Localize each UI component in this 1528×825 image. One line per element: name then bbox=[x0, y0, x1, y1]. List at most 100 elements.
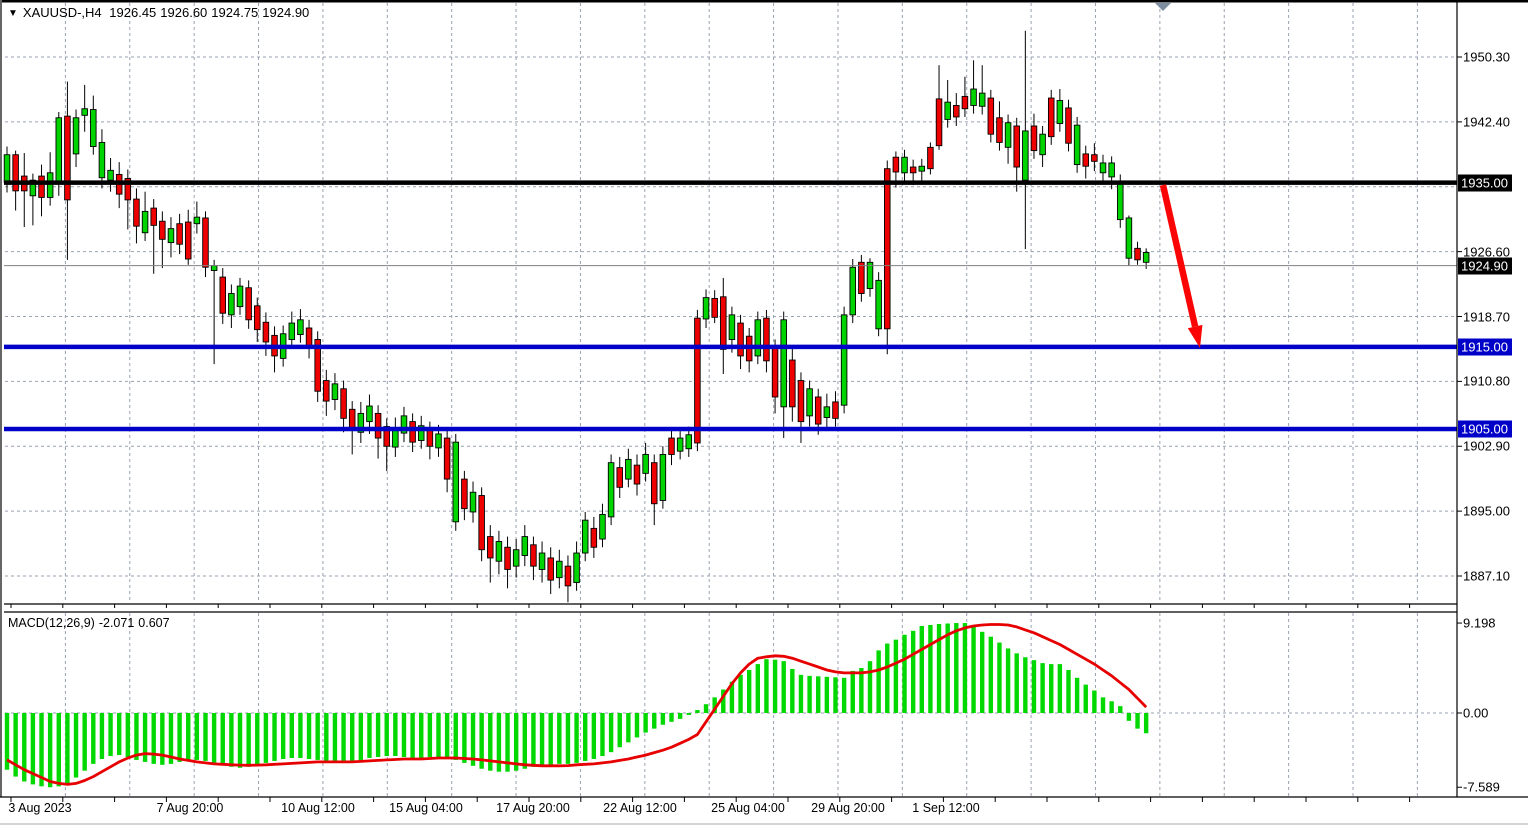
macd-bar bbox=[332, 713, 338, 763]
candle bbox=[728, 314, 736, 340]
macd-panel-area[interactable] bbox=[0, 612, 1457, 797]
candle bbox=[556, 560, 563, 579]
candle bbox=[909, 166, 917, 174]
candle bbox=[970, 88, 977, 106]
macd-bar bbox=[807, 675, 812, 713]
macd-bar bbox=[1005, 648, 1011, 713]
macd-bar bbox=[220, 713, 225, 765]
macd-bar bbox=[160, 713, 165, 765]
macd-bar bbox=[677, 713, 683, 719]
autoscroll-marker-icon[interactable] bbox=[1155, 3, 1171, 11]
candle bbox=[659, 454, 667, 501]
candle bbox=[547, 557, 554, 581]
candle bbox=[98, 141, 106, 179]
macd-bar bbox=[91, 713, 96, 764]
candle bbox=[124, 178, 132, 201]
macd-bar bbox=[591, 713, 597, 759]
macd-bar bbox=[824, 676, 830, 713]
candle bbox=[780, 319, 787, 408]
main-chart-area[interactable] bbox=[0, 2, 1457, 603]
candle bbox=[521, 536, 529, 556]
candle bbox=[901, 156, 908, 174]
candle bbox=[642, 454, 649, 474]
macd-bar bbox=[816, 676, 821, 713]
macd-bar bbox=[82, 713, 87, 771]
macd-bar bbox=[315, 713, 320, 760]
candle bbox=[616, 467, 623, 488]
candle bbox=[512, 549, 520, 567]
candle bbox=[469, 491, 477, 513]
candle bbox=[581, 519, 589, 554]
macd-bar bbox=[841, 677, 847, 713]
candle bbox=[607, 462, 615, 518]
candle bbox=[875, 279, 882, 330]
macd-bar bbox=[99, 713, 105, 759]
macd-bar bbox=[738, 674, 743, 713]
macd-bar bbox=[1143, 713, 1149, 734]
candle bbox=[176, 223, 183, 245]
macd-bar bbox=[565, 713, 571, 764]
macd-bar bbox=[168, 713, 174, 764]
macd-bar bbox=[721, 689, 726, 713]
candle bbox=[633, 464, 641, 485]
candle bbox=[1125, 217, 1133, 259]
macd-bar bbox=[401, 713, 407, 758]
candle bbox=[504, 546, 511, 570]
macd-bar bbox=[30, 713, 36, 785]
macd-bar bbox=[712, 697, 717, 713]
candle bbox=[331, 383, 339, 400]
macd-bar bbox=[729, 681, 735, 713]
candle bbox=[1022, 130, 1029, 181]
candle bbox=[918, 165, 926, 172]
candle bbox=[694, 317, 701, 444]
candle bbox=[823, 406, 831, 418]
candle bbox=[711, 297, 718, 318]
level-line-1935 bbox=[4, 180, 1457, 185]
candle bbox=[254, 305, 261, 331]
candle bbox=[159, 220, 166, 240]
macd-indicator bbox=[4, 623, 1149, 788]
macd-bar bbox=[626, 713, 631, 743]
macd-bar bbox=[419, 713, 424, 758]
candle bbox=[927, 146, 934, 170]
trend-arrow-annotation[interactable] bbox=[1159, 184, 1203, 348]
macd-bar bbox=[695, 710, 700, 713]
macd-bar bbox=[885, 643, 890, 713]
macd-bar bbox=[1031, 660, 1037, 713]
candle bbox=[219, 276, 226, 314]
candle bbox=[944, 101, 951, 120]
macd-bar bbox=[488, 713, 493, 771]
macd-bar bbox=[755, 664, 761, 713]
macd-bar bbox=[237, 713, 243, 768]
macd-bar bbox=[410, 713, 415, 758]
price-level-lines[interactable] bbox=[4, 180, 1457, 432]
candle bbox=[806, 388, 813, 417]
macd-bar bbox=[1023, 657, 1028, 713]
candle bbox=[288, 322, 296, 340]
macd-bar bbox=[436, 713, 441, 758]
candle bbox=[1039, 133, 1046, 156]
candle bbox=[1091, 154, 1098, 162]
candle bbox=[1004, 122, 1012, 148]
macd-bar bbox=[703, 704, 709, 713]
candle bbox=[987, 97, 995, 135]
macd-bar bbox=[608, 713, 614, 753]
macd-bar bbox=[134, 713, 139, 760]
macd-bar bbox=[194, 713, 200, 760]
macd-bar bbox=[790, 668, 795, 713]
candle bbox=[849, 266, 856, 316]
candle bbox=[150, 207, 157, 226]
macd-bar bbox=[850, 670, 855, 713]
candle bbox=[996, 117, 1003, 143]
macd-bar bbox=[764, 659, 769, 713]
candle bbox=[1082, 153, 1089, 167]
candle bbox=[866, 261, 874, 290]
macd-bar bbox=[73, 713, 79, 778]
macd-bar bbox=[539, 713, 545, 766]
macd-bar bbox=[513, 713, 519, 771]
macd-bar bbox=[186, 713, 191, 761]
panel-splitter[interactable] bbox=[0, 603, 1457, 612]
macd-bar bbox=[125, 713, 131, 758]
